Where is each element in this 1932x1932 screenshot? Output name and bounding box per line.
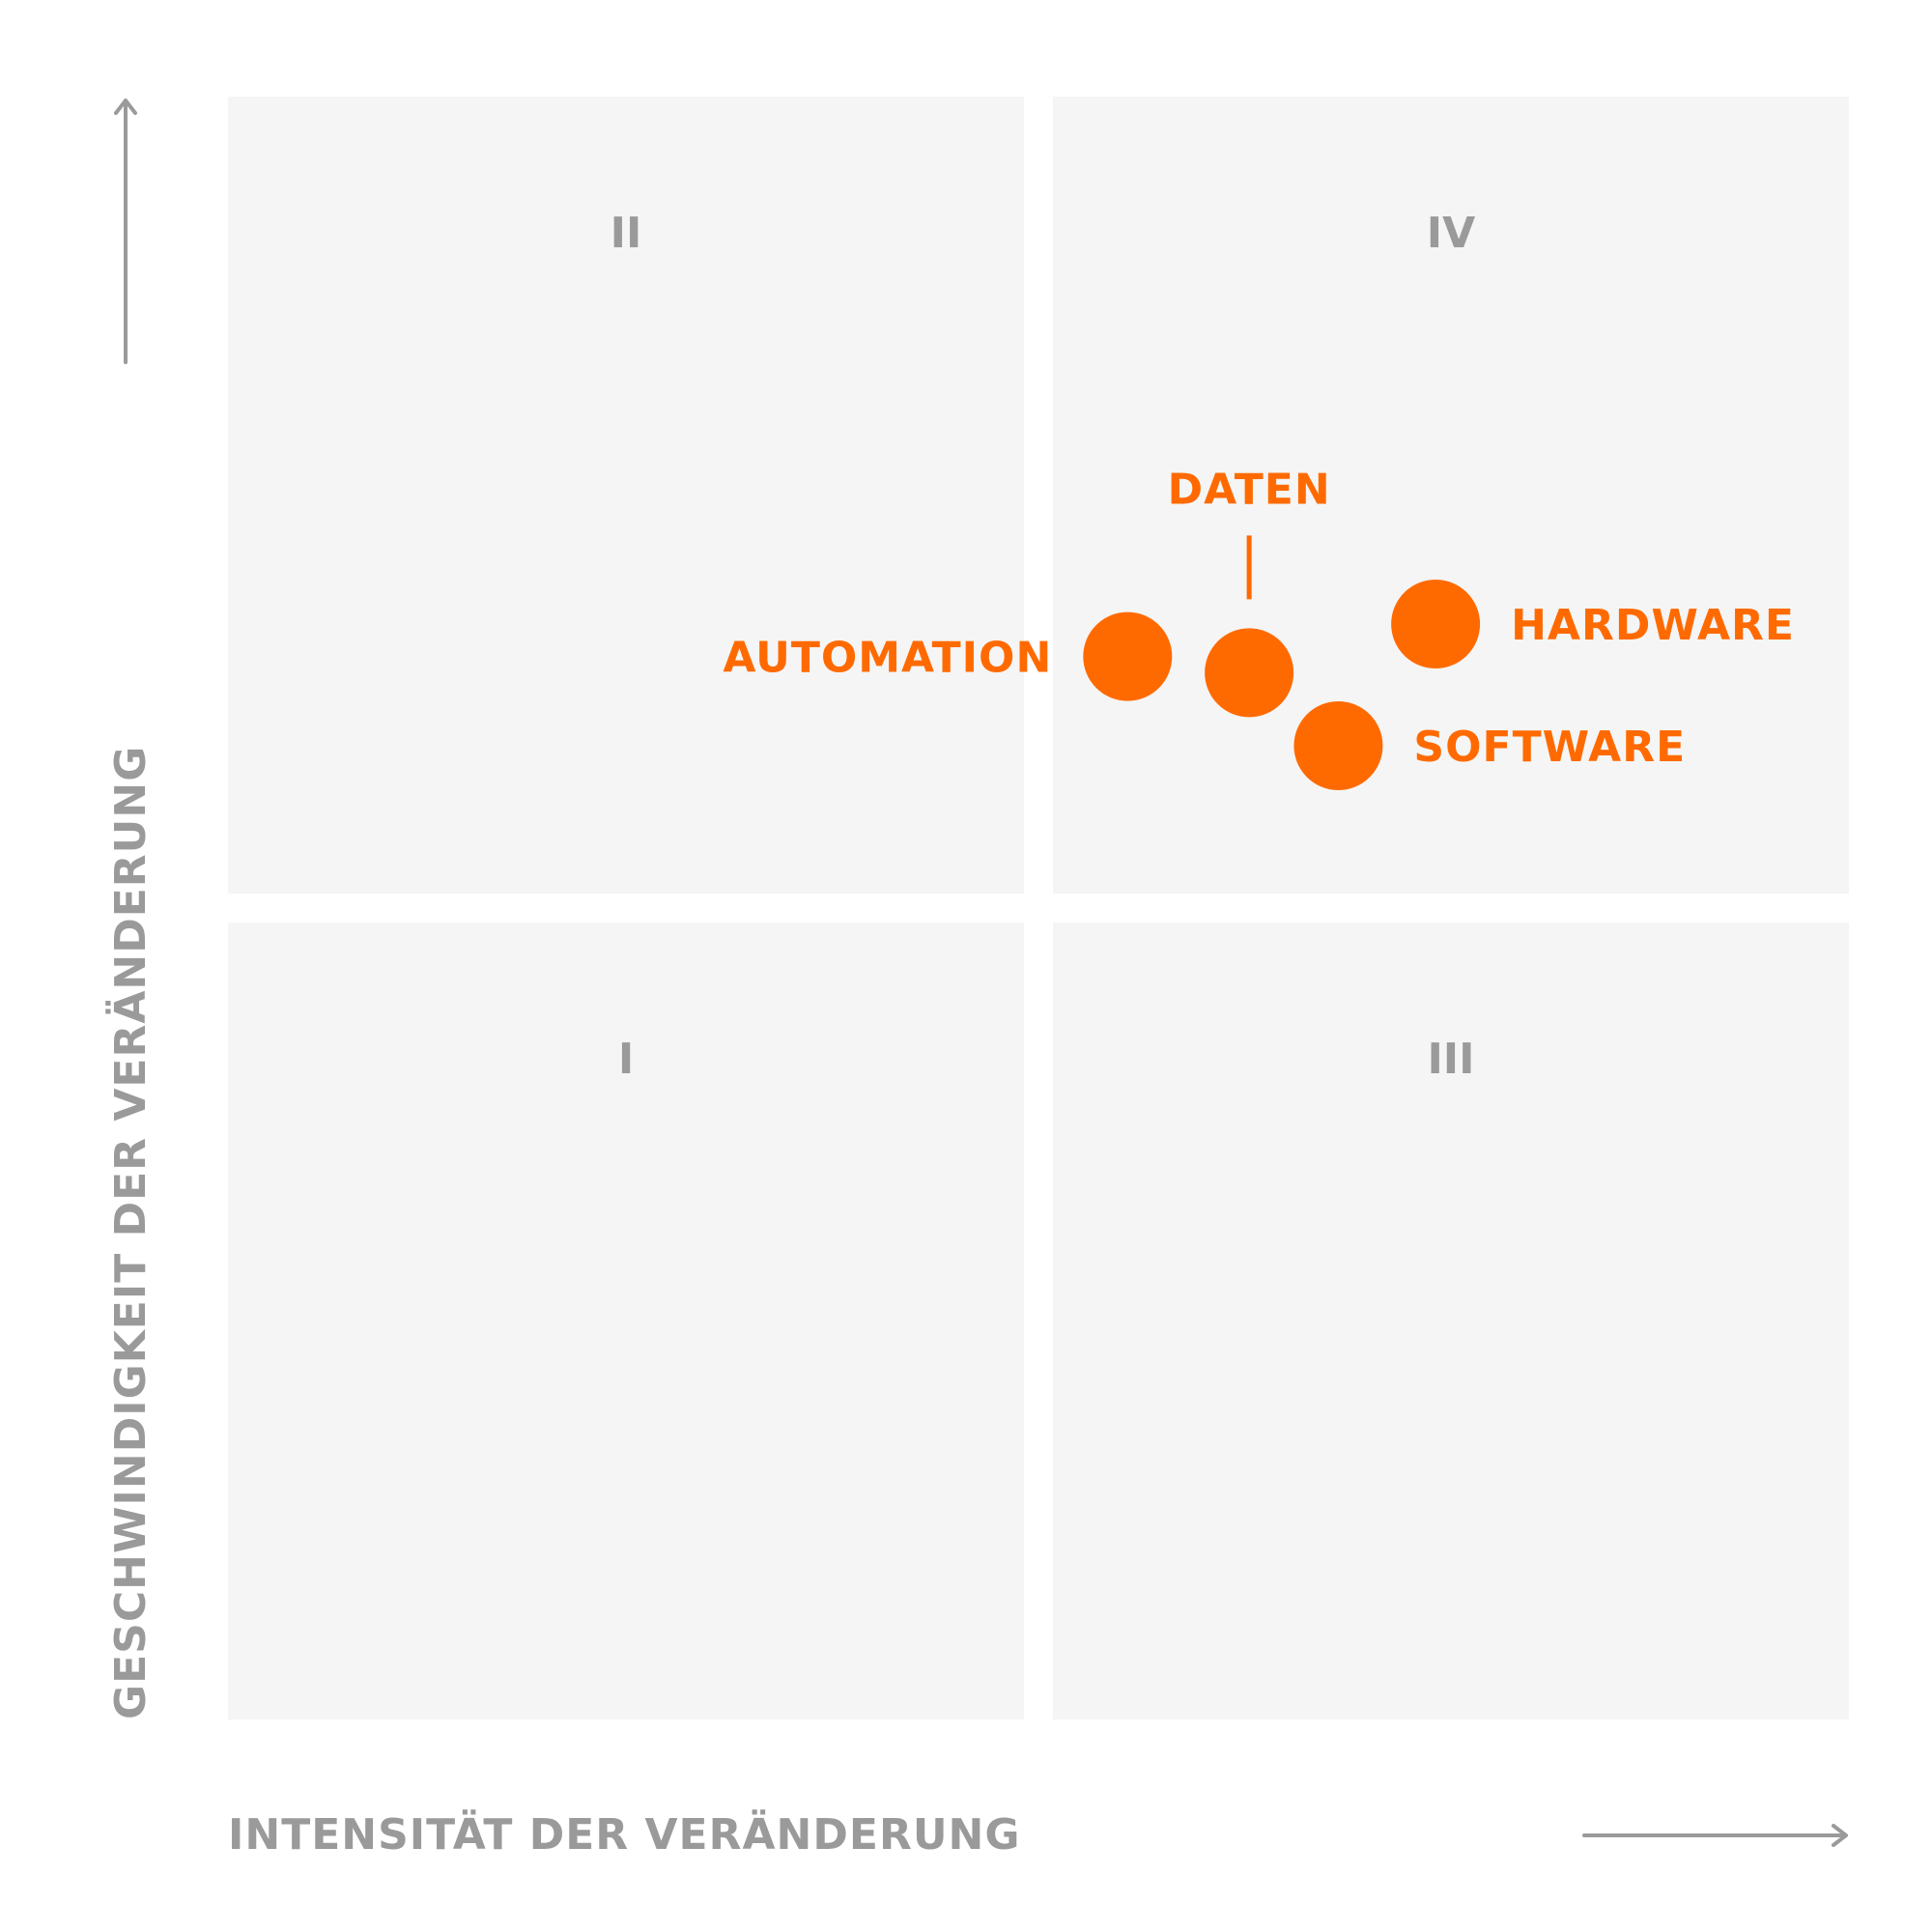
point-daten (1205, 628, 1294, 718)
quadrant-label-i: I (618, 1035, 634, 1084)
quadrant-label-ii: II (611, 209, 642, 258)
quadrant-label-iv: IV (1427, 209, 1475, 258)
point-label-automation: AUTOMATION (723, 634, 1052, 683)
y-axis-title: GESCHWINDIGKEIT DER VERÄNDERUNG (104, 746, 156, 1719)
quadrant-label-iii: III (1427, 1035, 1474, 1084)
x-axis-arrow (1582, 1824, 1848, 1847)
point-label-hardware: HARDWARE (1511, 601, 1795, 650)
quadrant-ii (228, 97, 1024, 894)
axes-layer: INTENSITÄT DER VERÄNDERUNG GESCHWINDIGKE… (104, 99, 1848, 1860)
point-label-daten: DATEN (1168, 465, 1331, 514)
points-layer: AUTOMATION DATEN SOFTWARE HARDWARE (723, 465, 1795, 790)
quadrant-iii (1053, 923, 1849, 1719)
point-automation (1083, 611, 1173, 701)
point-software (1293, 701, 1383, 790)
y-axis-arrow (114, 99, 137, 364)
point-label-software: SOFTWARE (1413, 723, 1686, 772)
point-hardware (1391, 580, 1481, 668)
quadrant-iv (1053, 97, 1849, 894)
quadrant-i (228, 923, 1024, 1719)
x-axis-title: INTENSITÄT DER VERÄNDERUNG (228, 1808, 1021, 1860)
